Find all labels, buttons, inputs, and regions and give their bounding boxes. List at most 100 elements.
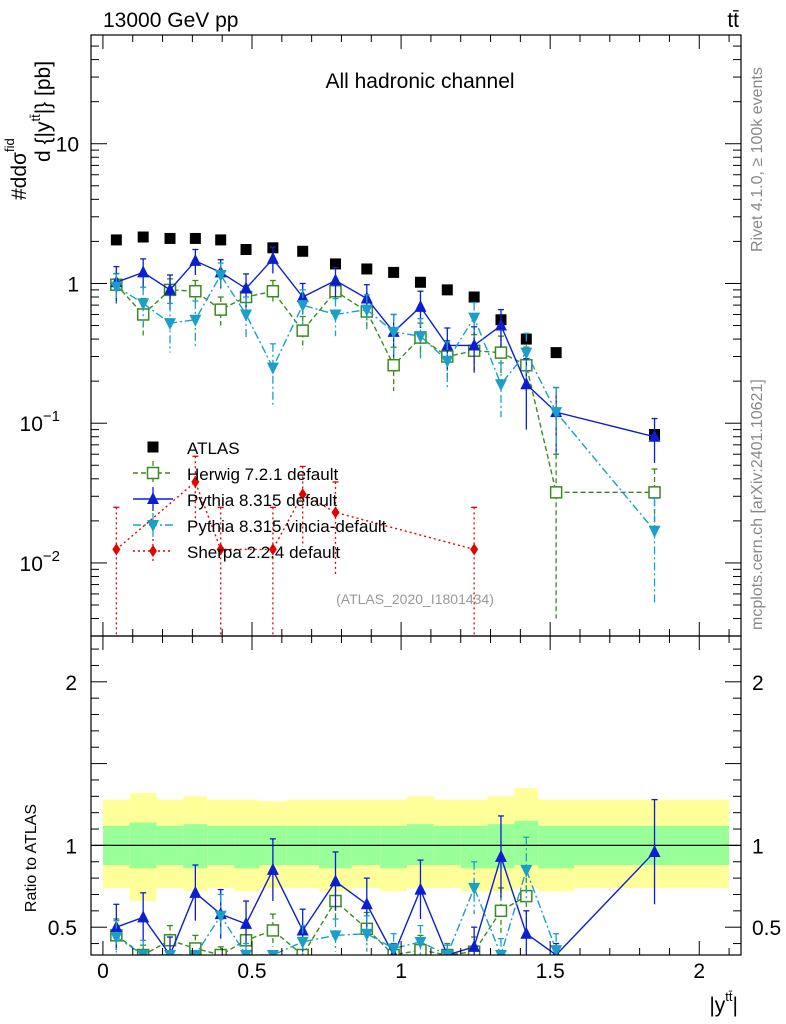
- top-pythia-point: [494, 318, 507, 331]
- top-vincia-point: [189, 314, 202, 327]
- top-vincia-point: [296, 300, 309, 313]
- top-atlas-point: [329, 258, 341, 270]
- x-tick-label: 1.5: [536, 960, 565, 983]
- top-sherpa-point: [470, 543, 479, 556]
- top-vincia-point: [137, 298, 150, 311]
- top-vincia-point: [414, 331, 427, 344]
- legend-marker-sherpa: [149, 545, 157, 557]
- header-left-label: 13000 GeV pp: [103, 9, 238, 32]
- top-pythia-point: [266, 251, 279, 264]
- band-inner: [183, 824, 208, 869]
- ratio-herwig-point: [214, 948, 227, 955]
- top-pythia-point: [189, 253, 202, 266]
- x-tick-label: 2: [693, 960, 705, 983]
- top-sherpa-point: [191, 475, 200, 488]
- ratio-vincia-point: [520, 864, 533, 877]
- top-pythia-point: [414, 299, 427, 312]
- ratio-vincia-point: [550, 945, 563, 955]
- ratio-herwig-point: [266, 924, 280, 937]
- main-y-axis-label: #ddσfid d {|ytt̄|} [pb]: [2, 61, 55, 200]
- top-sherpa-point: [112, 543, 121, 556]
- legend-label-herwig: Herwig 7.2.1 default: [187, 465, 338, 484]
- ratio-vincia-point: [329, 930, 342, 943]
- top-vincia-point: [648, 525, 661, 538]
- top-atlas-point: [468, 291, 480, 303]
- ratio-vincia-point: [296, 936, 309, 949]
- ratio-pythia-point: [240, 916, 253, 929]
- mcplots-label: mcplots.cern.ch [arXiv:2401.10621]: [749, 379, 766, 630]
- analysis-label: (ATLAS_2020_I1801434): [336, 591, 494, 607]
- top-vincia-point: [387, 326, 400, 339]
- top-herwig-point: [266, 284, 280, 298]
- top-vincia-point: [110, 281, 123, 294]
- top-atlas-point: [361, 263, 373, 275]
- top-atlas-point: [441, 284, 453, 296]
- top-pythia-point: [468, 338, 481, 351]
- legend-marker-vincia: [147, 520, 159, 532]
- ratio-y-tick-label-right: 0.5: [752, 917, 781, 940]
- top-vincia-point: [266, 362, 279, 375]
- ratio-pythia-point: [360, 897, 373, 910]
- band-inner: [538, 825, 575, 869]
- ratio-pythia-point: [329, 874, 342, 887]
- top-herwig-point: [387, 358, 400, 372]
- top-vincia-point: [550, 407, 563, 420]
- svg-text:#ddσfid: #ddσfid: [2, 138, 31, 200]
- ratio-pythia-point: [494, 849, 507, 862]
- ratio-pythia-point: [266, 862, 279, 875]
- top-atlas-point: [110, 234, 122, 246]
- ratio-y-tick-label-right: 1: [752, 835, 764, 858]
- top-vincia-point: [494, 379, 507, 392]
- top-vincia-point: [329, 309, 342, 322]
- ratio-pythia-point: [468, 939, 481, 952]
- ratio-y-tick-label: 0.5: [48, 917, 77, 940]
- ratio-y-tick-label: 1: [65, 835, 77, 858]
- top-herwig-point: [296, 324, 309, 337]
- ratio-pythia-point: [189, 885, 202, 898]
- ratio-vincia-point: [189, 950, 202, 955]
- top-pythia-point: [164, 282, 177, 295]
- top-atlas-point: [164, 232, 176, 244]
- ratio-pythia-point: [137, 910, 150, 923]
- ratio-pythia-point: [520, 926, 533, 939]
- rivet-label: Rivet 4.1.0, ≥ 100k events: [749, 67, 766, 252]
- ratio-vincia-point: [360, 928, 373, 941]
- top-atlas-point: [388, 266, 400, 278]
- top-pythia-point: [240, 281, 253, 294]
- x-tick-label: 0: [97, 960, 109, 983]
- ratio-herwig-line: [115, 895, 527, 955]
- top-vincia-point: [240, 309, 253, 322]
- top-vincia-point: [441, 355, 454, 368]
- band-inner: [380, 825, 408, 869]
- ratio-plot-frame: [90, 635, 742, 956]
- ratio-y-tick-label: 2: [65, 672, 77, 695]
- band-inner: [407, 824, 434, 866]
- legend-marker-herwig: [146, 466, 160, 480]
- top-herwig-point: [648, 486, 661, 499]
- plot-title: All hadronic channel: [325, 70, 514, 93]
- x-axis-label: |ytt̄|: [709, 989, 738, 1017]
- x-tick-label: 0.5: [237, 960, 266, 983]
- legend-marker-pythia: [147, 492, 159, 504]
- top-vincia-line: [115, 273, 656, 532]
- ratio-vincia-point: [266, 950, 279, 955]
- top-herwig-point: [214, 303, 227, 316]
- ratio-vincia-point: [441, 950, 454, 955]
- ratio-vincia-line: [115, 867, 557, 955]
- legend-marker-atlas: [147, 441, 159, 453]
- legend-label-atlas: ATLAS: [187, 439, 240, 458]
- ratio-pythia-point: [414, 882, 427, 895]
- top-herwig-point: [189, 284, 202, 298]
- top-vincia-point: [214, 269, 227, 282]
- ratio-y-axis-label: Ratio to ATLAS: [23, 804, 40, 912]
- ratio-vincia-point: [387, 943, 400, 955]
- top-pythia-point: [137, 265, 150, 278]
- ratio-vincia-point: [214, 910, 227, 923]
- legend-label-sherpa: Sherpa 2.2.4 default: [187, 543, 340, 562]
- svg-text:d {|ytt̄|} [pb]: d {|ytt̄|} [pb]: [28, 61, 55, 162]
- top-atlas-point: [215, 234, 227, 246]
- ratio-vincia-point: [468, 882, 481, 895]
- header-right-label: tt̄: [727, 9, 739, 32]
- top-sherpa-point: [298, 488, 307, 501]
